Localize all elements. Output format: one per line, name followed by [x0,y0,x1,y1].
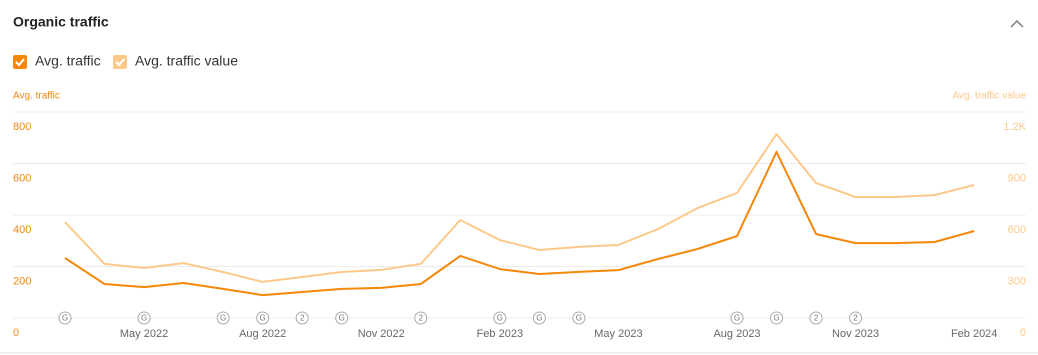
x-tick-label: Nov 2022 [358,328,405,340]
marker-label: G [536,314,542,323]
check-icon [115,58,125,67]
marker-circle [414,311,428,325]
y-axis-title: Avg. traffic [13,91,60,102]
marker-circle [532,311,546,325]
x-tick-label: May 2022 [120,328,168,340]
marker-label: G [339,314,345,323]
x-tick-label: Nov 2023 [832,328,879,340]
marker-label: G [62,314,68,323]
y-tick-label: 400 [13,224,31,236]
annotation-marker: G [335,311,349,325]
series-line [64,150,975,297]
x-tick-label: May 2023 [594,328,642,340]
y2-tick-label: 900 [1008,172,1026,184]
series-line [64,133,975,283]
marker-circle [137,311,151,325]
annotation-marker: G [256,311,270,325]
y-tick-label: 600 [13,172,31,184]
legend-checkbox[interactable] [113,55,127,69]
legend-checkbox[interactable] [13,55,27,69]
annotation-marker: G [770,311,784,325]
annotation-marker: 2 [295,311,309,325]
marker-label: G [576,314,582,323]
annotation-marker: 2 [809,311,823,325]
annotation-marker: G [532,311,546,325]
marker-circle [216,311,230,325]
y2-tick-label: 1.2K [1003,121,1026,133]
marker-circle [809,311,823,325]
marker-label: G [497,314,503,323]
marker-label: G [734,314,740,323]
y2-axis-title: Avg. traffic value [952,91,1026,102]
y-tick-label: 800 [13,121,31,133]
marker-label: G [141,314,147,323]
y2-tick-label: 300 [1008,275,1026,287]
marker-circle [770,311,784,325]
marker-circle [58,311,72,325]
annotation-marker: G [216,311,230,325]
marker-circle [295,311,309,325]
marker-circle [493,311,507,325]
x-tick-label: Feb 2024 [951,328,997,340]
x-tick-label: Aug 2023 [713,328,760,340]
marker-circle [849,311,863,325]
annotation-marker: 2 [414,311,428,325]
marker-label: G [220,314,226,323]
x-tick-label: Aug 2022 [239,328,286,340]
legend: Avg. traffic Avg. traffic value [13,53,238,69]
annotation-marker: G [493,311,507,325]
marker-circle [256,311,270,325]
y2-tick-label: 0 [1020,327,1026,339]
marker-label: 2 [300,314,305,323]
check-icon [15,58,25,67]
marker-label: G [260,314,266,323]
annotation-marker: G [572,311,586,325]
annotation-marker: 2 [849,311,863,325]
chart-title: Organic traffic [13,14,109,30]
marker-circle [335,311,349,325]
annotation-marker: G [730,311,744,325]
annotation-marker: G [58,311,72,325]
annotation-marker: G [137,311,151,325]
collapse-icon[interactable] [1010,19,1024,28]
marker-circle [730,311,744,325]
marker-label: 2 [419,314,424,323]
legend-label: Avg. traffic [35,53,101,69]
x-tick-label: Feb 2023 [477,328,523,340]
marker-circle [572,311,586,325]
marker-label: 2 [853,314,858,323]
marker-label: 2 [814,314,819,323]
y-tick-label: 0 [13,327,19,339]
marker-label: G [773,314,779,323]
y2-tick-label: 600 [1008,224,1026,236]
y-tick-label: 200 [13,275,31,287]
legend-label: Avg. traffic value [135,53,238,69]
